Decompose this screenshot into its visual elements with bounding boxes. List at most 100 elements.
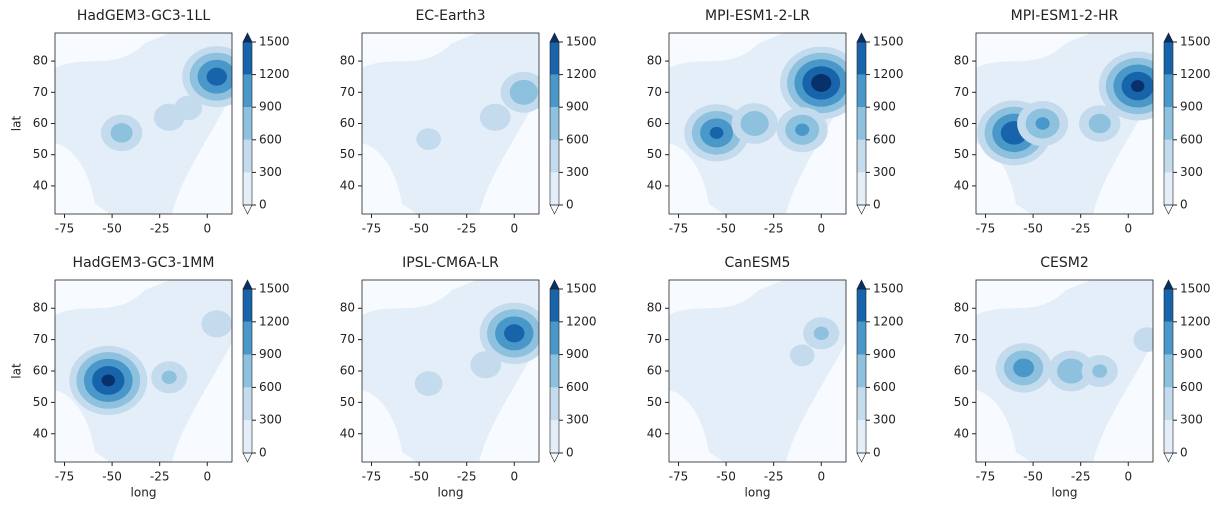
colorbar-tick-label: 0	[566, 198, 574, 212]
field	[976, 280, 1153, 462]
colorbar-tick-label: 1500	[566, 35, 597, 49]
y-tick-label: 40	[647, 178, 662, 192]
colorbar-bin	[1164, 172, 1173, 205]
y-tick-label: 40	[33, 178, 48, 192]
contour-level	[174, 95, 203, 121]
colorbar-bin	[857, 387, 866, 421]
x-tick-label: -25	[150, 470, 170, 484]
colorbar-bin	[857, 172, 866, 205]
contour-level	[509, 79, 538, 105]
colorbar-tick-label: 300	[1180, 413, 1203, 427]
y-tick-label: 80	[33, 301, 48, 315]
contour-level	[709, 126, 724, 139]
y-tick-label: 50	[954, 395, 969, 409]
x-tick-label: -75	[55, 470, 75, 484]
colorbar-bin	[243, 139, 252, 173]
low-region	[669, 390, 724, 462]
x-tick-label: -50	[716, 470, 736, 484]
colorbar-bin	[550, 289, 559, 322]
x-tick-label: -25	[457, 222, 477, 236]
colorbar-extend-min	[1163, 452, 1174, 463]
x-tick-label: -50	[102, 470, 122, 484]
y-tick-label: 70	[340, 332, 355, 346]
y-tick-label: 50	[647, 395, 662, 409]
y-tick-label: 80	[954, 301, 969, 315]
panel: CESM2 -75 -50 -25 0 40 50 60 70 80 long 0 300 600 900 1…	[954, 255, 1211, 500]
y-tick-label: 40	[340, 178, 355, 192]
colorbar-tick-label: 600	[873, 380, 896, 394]
contour-level	[101, 374, 116, 387]
colorbar-bin	[857, 139, 866, 173]
colorbar-frame	[856, 41, 867, 206]
y-tick-label: 50	[340, 147, 355, 161]
y-tick-label: 40	[33, 426, 48, 440]
colorbar-tick-label: 300	[566, 165, 589, 179]
contour-level	[1057, 358, 1086, 384]
colorbar-bin	[550, 107, 559, 140]
panel: MPI-ESM1-2-LR -75 -50 -25 0 40 50 60 70 80 0 300 600…	[647, 8, 904, 236]
contour-level	[740, 111, 769, 136]
colorbar-tick-label: 600	[566, 380, 589, 394]
y-tick-label: 60	[647, 364, 662, 378]
colorbar-extend-min	[242, 204, 253, 215]
panel-title: HadGEM3-GC3-1LL	[77, 8, 211, 24]
panel: HadGEM3-GC3-1MM -75 -50 -25 0 40 50 60 70 80 long l…	[10, 255, 290, 500]
field	[669, 280, 846, 462]
colorbar-bin	[1164, 387, 1173, 421]
colorbar-extend-max	[242, 32, 253, 43]
x-tick-label: 0	[1124, 470, 1132, 484]
x-tick-label: -25	[764, 470, 784, 484]
contour-level	[1035, 117, 1050, 130]
panel-title: CESM2	[1040, 255, 1089, 271]
y-tick-label: 50	[33, 147, 48, 161]
low-region	[55, 33, 170, 68]
low-region	[479, 94, 539, 214]
colorbar-bin	[1164, 107, 1173, 140]
colorbar-bin	[1164, 139, 1173, 173]
x-axis-label: long	[131, 486, 157, 500]
y-tick-label: 50	[33, 395, 48, 409]
colorbar-bin	[1164, 74, 1173, 108]
contour-level	[504, 324, 525, 343]
low-region	[362, 390, 417, 462]
contour-level	[1131, 80, 1145, 92]
field	[669, 33, 846, 214]
contour-level	[813, 326, 829, 341]
low-region	[669, 33, 784, 68]
x-tick-label: -75	[362, 222, 382, 236]
x-tick-label: -75	[976, 470, 996, 484]
colorbar-tick-label: 0	[566, 446, 574, 460]
y-tick-label: 40	[647, 426, 662, 440]
colorbar-bin	[550, 42, 559, 75]
colorbar-tick-label: 1500	[259, 282, 290, 296]
colorbar-extend-min	[549, 452, 560, 463]
y-tick-label: 70	[647, 332, 662, 346]
contour-level	[414, 371, 443, 396]
y-axis-label: lat	[10, 363, 24, 379]
colorbar-frame	[1163, 41, 1174, 206]
colorbar-tick-label: 1500	[259, 35, 290, 49]
contour-level	[110, 123, 133, 143]
colorbar-tick-label: 1200	[1180, 67, 1211, 81]
contour-level	[201, 310, 232, 338]
field	[55, 280, 232, 462]
colorbar-bin	[243, 321, 252, 355]
x-tick-label: 0	[1124, 222, 1132, 236]
colorbar-frame	[549, 288, 560, 454]
x-tick-label: -50	[102, 222, 122, 236]
x-tick-label: -75	[362, 470, 382, 484]
colorbar-tick-label: 1200	[259, 67, 290, 81]
colorbar-tick-label: 900	[259, 347, 282, 361]
colorbar-tick-label: 0	[873, 446, 881, 460]
colorbar-frame	[242, 288, 253, 454]
colorbar-extend-max	[856, 279, 867, 290]
field	[55, 33, 232, 214]
colorbar-tick-label: 300	[566, 413, 589, 427]
x-axis-label: long	[438, 486, 464, 500]
colorbar-bin	[243, 42, 252, 75]
colorbar-bin	[550, 74, 559, 108]
contour-level	[206, 67, 227, 86]
colorbar-tick-label: 600	[1180, 380, 1203, 394]
x-tick-label: -75	[669, 470, 689, 484]
colorbar-bin	[1164, 354, 1173, 388]
